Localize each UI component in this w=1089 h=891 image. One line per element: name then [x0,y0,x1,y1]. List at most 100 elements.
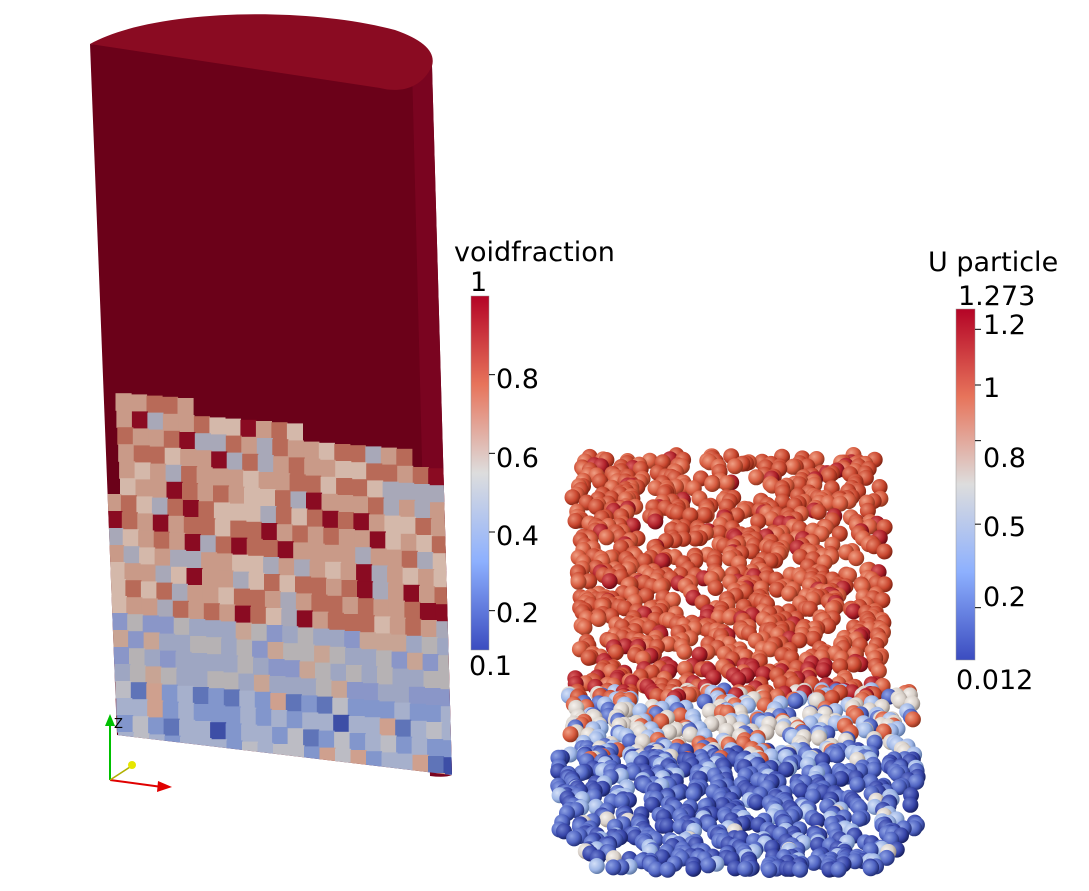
voidfraction-cell [353,513,370,531]
particle [701,703,718,719]
voidfraction-cell [242,741,259,760]
voidfraction-cell [149,734,166,752]
voidfraction-cell [438,655,452,673]
voidfraction-cell [139,547,156,565]
voidfraction-cell [156,582,173,601]
cfd-column-cutaway[interactable] [90,14,461,791]
voidfraction-cell [208,688,225,706]
voidfraction-cell [162,413,179,432]
voidfraction-cell [311,594,328,613]
voidfraction-cell [205,637,222,655]
column-top-cap [90,14,433,90]
particle [685,860,702,877]
voidfraction-cell [313,628,330,647]
voidfraction-cell [329,646,346,665]
voidfraction-cell [180,753,197,772]
voidfraction-cell [309,560,326,579]
voidfraction-cell [239,690,256,709]
particle [661,724,677,741]
voidfraction-cell [244,487,261,506]
voidfraction-cell [433,570,450,588]
voidfraction-cell [356,564,373,582]
particle [862,860,879,877]
voidfraction-cell [173,617,190,636]
axis-z-label: Z [114,717,123,732]
particle-bed[interactable] [550,447,926,878]
voidfraction-cell [136,496,153,514]
voidfraction-cell [165,752,182,771]
particle [908,773,925,790]
voidfraction-cell [295,576,312,594]
voidfraction-cell [123,546,140,564]
voidfraction-cell [241,436,258,455]
voidfraction-cell [431,536,448,554]
voidfraction-cell [164,735,181,754]
voidfraction-cell [350,462,367,480]
particle-min-label: 0.012 [956,665,1034,696]
voidfraction-cell [220,621,237,639]
voidfraction-cell [417,552,434,570]
particle [567,513,584,529]
voidfraction-cell [415,518,432,536]
voidfraction-cell [177,398,194,416]
voidfraction-cell [388,583,405,602]
voidfraction-cell [109,579,126,597]
voidfraction-cell [393,685,410,704]
voidfraction-cell [148,429,165,448]
voidfraction-cell [330,663,347,682]
voidfraction-cell [374,616,391,634]
particle [801,600,818,617]
voidfraction-cell [416,535,433,553]
voidfraction-cell [274,473,291,491]
voidfraction-cell [286,711,303,729]
voidfraction-cell [215,536,232,554]
voidfraction-cell [226,740,243,758]
particle [904,711,921,728]
particle [659,818,676,835]
voidfraction-cell [207,671,224,689]
voidfraction-cell [261,523,278,541]
voidfraction-cell [186,568,203,586]
voidfraction-cell [200,535,217,553]
voidfraction-cell [319,459,336,478]
voidfraction-cell [146,683,163,701]
voidfraction-cell [249,589,266,608]
voidfraction-cell [210,434,227,452]
voidfraction-cell [108,545,125,563]
voidfraction-cell [203,603,220,621]
particle [878,849,895,866]
particle [601,573,618,590]
voidfraction-cell [437,638,452,656]
particle [792,861,809,878]
voidfraction-cell [192,687,209,705]
voidfraction-cell [297,627,314,645]
particle [768,581,785,598]
voidfraction-cell [434,587,451,605]
voidfraction-cell [284,660,301,678]
particle [605,859,622,876]
voidfraction-cell [355,547,372,565]
voidfraction-cell [342,597,359,615]
particle [829,747,846,764]
voidfraction-cell [419,603,436,621]
voidfraction-cell [420,620,437,638]
voidfraction-cell [270,693,287,711]
voidfraction-cell [167,498,184,517]
voidfraction-cell [294,559,311,577]
voidfraction-cell [256,438,273,456]
voidfraction-cell [402,567,419,586]
voidfraction-cell [326,595,343,614]
voidfraction-cell [418,569,435,587]
voidfraction-cell [169,532,186,551]
voidfraction-cell [201,552,218,570]
voidfraction-cell [397,753,414,772]
voidfraction-cell [273,761,290,775]
voidfraction-cell [376,650,393,668]
voidfraction-cell [196,467,213,485]
voidfraction-cell [410,720,427,739]
voidfraction-cell [375,633,392,651]
particle [870,663,887,679]
voidfraction-cell [306,509,323,528]
particle-tick-0: 1.2 [983,310,1026,341]
